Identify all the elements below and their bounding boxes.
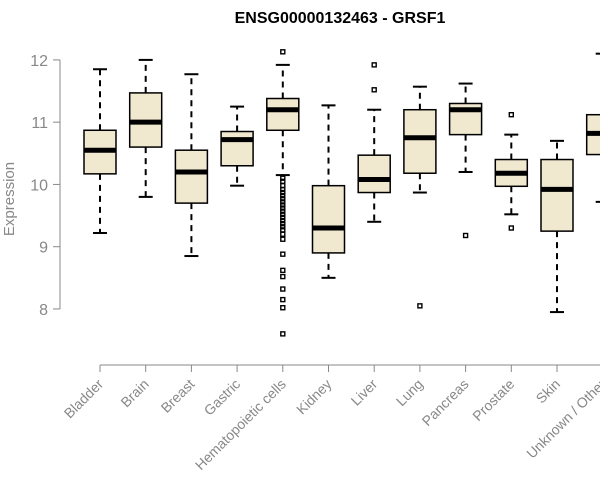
outlier-point [280,211,286,218]
box-rect [540,158,574,232]
outlier-point [371,87,377,93]
outlier-point [280,205,286,211]
y-axis-label: Expression [1,162,18,236]
x-tick-label: Kidney [293,376,335,418]
outlier-point [280,175,286,181]
outlier-point [462,232,469,239]
outlier-point [280,305,286,311]
box-rect [311,184,346,254]
x-tick-label: Prostate [469,376,517,424]
x-tick-label: Skin [533,376,564,407]
y-tick-label: 8 [39,302,48,319]
outlier-point [280,331,286,337]
outlier-point [417,303,423,309]
outlier-point [508,225,514,231]
y-tick-label: 11 [31,115,48,132]
outlier-point [280,231,286,237]
box-lung [403,85,437,309]
box-gastric [220,105,254,187]
y-tick-label: 9 [39,240,48,257]
outlier-point [280,192,286,199]
x-tick-label: Bladder [61,376,107,422]
outlier-point [371,62,377,68]
box-kidney [311,104,346,279]
outlier-point [280,286,286,292]
x-tick-label: Lung [393,376,426,409]
outlier-point [280,49,286,55]
chart-title: ENSG00000132463 - GRSF1 [235,10,446,27]
outlier-point [280,273,286,280]
y-tick-label: 10 [30,177,48,194]
x-tick-label: Hematopoietic cells [192,376,289,473]
box-rect [220,130,254,167]
box-unknown-other [585,52,600,203]
box-bladder [83,68,117,234]
outlier-point [280,199,286,205]
x-tick-label: Breast [158,376,198,416]
y-axis: 8 9 10 11 12 [30,53,61,319]
outlier-point [280,217,286,224]
box-rect [357,154,391,194]
outlier-point [508,111,514,118]
box-rect [266,97,300,132]
box-prostate [494,111,529,231]
outlier-point [280,214,286,221]
outlier-point [280,189,286,196]
outlier-point [280,236,286,242]
outlier-point [280,186,286,193]
box-pancreas [448,82,483,239]
box-skin [540,139,574,314]
x-tick-label: Pancreas [419,376,472,429]
x-tick-label: Liver [348,376,381,409]
outlier-point [280,227,286,233]
outlier-point [280,208,286,214]
box-breast [174,73,209,258]
outlier-point [280,220,286,227]
box-group [83,49,600,337]
outlier-point [280,202,286,208]
box-rect [403,108,437,174]
outlier-point [280,178,286,185]
outlier-point [280,267,286,274]
box-rect [174,149,209,204]
y-tick-label: 12 [30,53,48,70]
outlier-point [280,296,286,303]
outlier-point [280,251,286,257]
box-hematopoietic-cells [266,49,300,337]
box-liver [357,62,391,223]
x-tick-label: Gastric [201,376,244,419]
outlier-point [280,196,286,202]
x-tick-label: Brain [117,376,151,410]
outlier-point [280,224,286,230]
box-brain [128,58,163,198]
